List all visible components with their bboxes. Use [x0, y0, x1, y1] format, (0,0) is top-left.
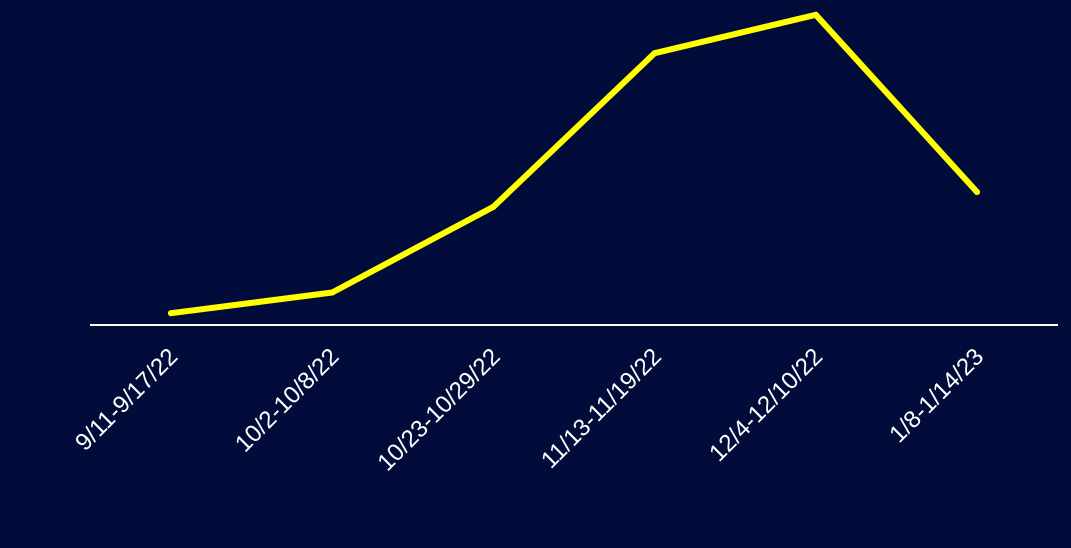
data-point: [329, 289, 336, 296]
data-point: [812, 11, 819, 18]
series-line: [168, 11, 980, 317]
data-point: [974, 189, 980, 196]
series-group: [168, 11, 980, 317]
data-point: [651, 50, 658, 57]
data-point: [168, 310, 174, 317]
data-point: [490, 203, 497, 210]
